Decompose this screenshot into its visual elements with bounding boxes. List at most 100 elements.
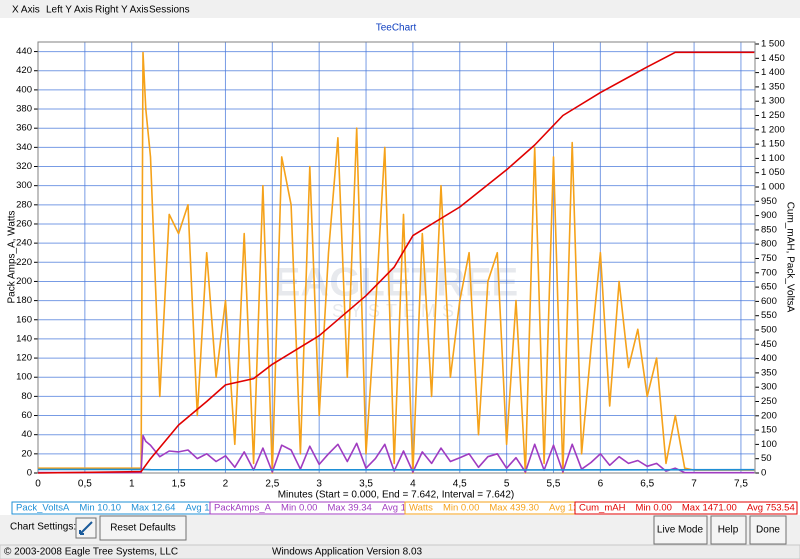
- done-label[interactable]: Done: [756, 525, 780, 536]
- settings-icon: [79, 521, 93, 535]
- watermark: EAGLETREE: [274, 261, 518, 305]
- legend-name: Pack_VoltsA: [16, 503, 70, 514]
- y-tick-label: 80: [21, 391, 32, 402]
- y2-tick-label: 1 200: [761, 124, 785, 135]
- y2-tick-label: 1 350: [761, 81, 785, 92]
- legend-stat: Max 39.34: [327, 503, 371, 514]
- y2-tick-label: 250: [761, 396, 777, 407]
- menu-left-y[interactable]: Left Y Axis: [46, 5, 93, 16]
- y2-tick-label: 100: [761, 439, 777, 450]
- legend-stat: Avg 11.57: [382, 503, 424, 514]
- menu-bar: [0, 0, 800, 18]
- y-tick-label: 140: [16, 333, 32, 344]
- menu-item[interactable]: Sessions: [149, 5, 190, 16]
- y2-tick-label: 550: [761, 310, 777, 321]
- y2-tick-label: 1 500: [761, 39, 785, 50]
- y2-tick-label: 1 450: [761, 53, 785, 64]
- done-button[interactable]: [749, 515, 787, 545]
- x-tick-label: 5: [504, 479, 510, 490]
- settings-label: Chart Settings:: [10, 522, 76, 533]
- y2-tick-label: 1 400: [761, 67, 785, 78]
- x-tick-label: 7: [691, 479, 697, 490]
- y2-tick-label: 200: [761, 410, 777, 421]
- plot-frame: [37, 41, 756, 474]
- reset-button[interactable]: [99, 515, 187, 541]
- series-line: [38, 51, 755, 474]
- legend-stat: Avg 753.54: [747, 503, 795, 514]
- menu-item[interactable]: Left Y Axis: [46, 5, 93, 16]
- series-line: [37, 51, 755, 474]
- y2-tick-label: 650: [761, 282, 777, 293]
- y2-tick-label: 850: [761, 224, 777, 235]
- legend-box: [574, 501, 798, 515]
- y-tick-label: 340: [16, 142, 32, 153]
- legend-stat: Min 0.00: [635, 503, 671, 514]
- x-tick-label: 3: [316, 479, 322, 490]
- menu-sessions[interactable]: Sessions: [149, 5, 190, 16]
- y-tick-label: 200: [16, 276, 32, 287]
- series-line: [38, 468, 755, 471]
- legend-stat: Avg 125.00: [549, 503, 597, 514]
- y-tick-label: 220: [16, 257, 32, 268]
- x-tick-label: 2: [223, 479, 229, 490]
- y-tick-label: 40: [21, 429, 32, 440]
- menu-x-axis[interactable]: X Axis: [12, 5, 40, 16]
- y-tick-label: 400: [16, 84, 32, 95]
- y2-tick-label: 150: [761, 425, 777, 436]
- x-axis-label: Minutes (Start = 0.000, End = 7.642, Int…: [278, 490, 515, 501]
- series-line: [38, 434, 755, 474]
- x-tick-label: 0,5: [78, 479, 92, 490]
- y-tick-label: 280: [16, 199, 32, 210]
- live-label[interactable]: Live Mode: [657, 525, 704, 536]
- help-button[interactable]: [710, 515, 747, 545]
- y-tick-label: 160: [16, 314, 32, 325]
- y2-tick-label: 350: [761, 367, 777, 378]
- y-tick-label: 420: [16, 65, 32, 76]
- y-tick-label: 20: [21, 448, 32, 459]
- y2-tick-label: 800: [761, 239, 777, 250]
- y-tick-label: 360: [16, 123, 32, 134]
- y2-tick-label: 750: [761, 253, 777, 264]
- y2-tick-label: 0: [761, 468, 766, 479]
- x-tick-label: 7,5: [734, 479, 748, 490]
- y-tick-label: 60: [21, 410, 32, 421]
- menu-right-y[interactable]: Right Y Axis: [95, 5, 149, 16]
- legend-stat: Min 0.00: [281, 503, 317, 514]
- x-tick-label: 4,5: [453, 479, 467, 490]
- reset-label[interactable]: Reset Defaults: [110, 523, 176, 534]
- menu-item[interactable]: X Axis: [12, 5, 40, 16]
- x-tick-label: 6,5: [640, 479, 654, 490]
- y-tick-label: 440: [16, 46, 32, 57]
- watermark: SYSTEMS: [332, 301, 460, 321]
- y2-tick-label: 950: [761, 196, 777, 207]
- y2-tick-label: 900: [761, 210, 777, 221]
- chart-panel: [0, 18, 800, 500]
- x-tick-label: 1,5: [172, 479, 186, 490]
- y2-tick-label: 1 000: [761, 182, 785, 193]
- menu-item[interactable]: Right Y Axis: [95, 5, 149, 16]
- y2-tick-label: 1 100: [761, 153, 785, 164]
- legend-name: Watts: [409, 503, 433, 514]
- legend-stat: Min 10.10: [79, 503, 121, 514]
- y2-tick-label: 1 300: [761, 96, 785, 107]
- help-label[interactable]: Help: [718, 525, 739, 536]
- x-tick-label: 2,5: [265, 479, 279, 490]
- y2-tick-label: 500: [761, 325, 777, 336]
- x-tick-label: 1: [129, 479, 135, 490]
- y-tick-label: 320: [16, 161, 32, 172]
- x-tick-label: 0: [35, 479, 41, 490]
- x-tick-label: 6: [598, 479, 604, 490]
- y2-tick-label: 300: [761, 382, 777, 393]
- legend-stat: Max 1471.00: [682, 503, 737, 514]
- y-tick-label: 300: [16, 180, 32, 191]
- legend-name: Cum_mAH: [579, 503, 626, 514]
- y-tick-label: 260: [16, 218, 32, 229]
- live-button[interactable]: [653, 515, 708, 545]
- x-tick-label: 5,5: [547, 479, 561, 490]
- legend-stat: Max 12.64: [131, 503, 175, 514]
- y2-tick-label: 1 150: [761, 139, 785, 150]
- x-tick-label: 4: [410, 479, 416, 490]
